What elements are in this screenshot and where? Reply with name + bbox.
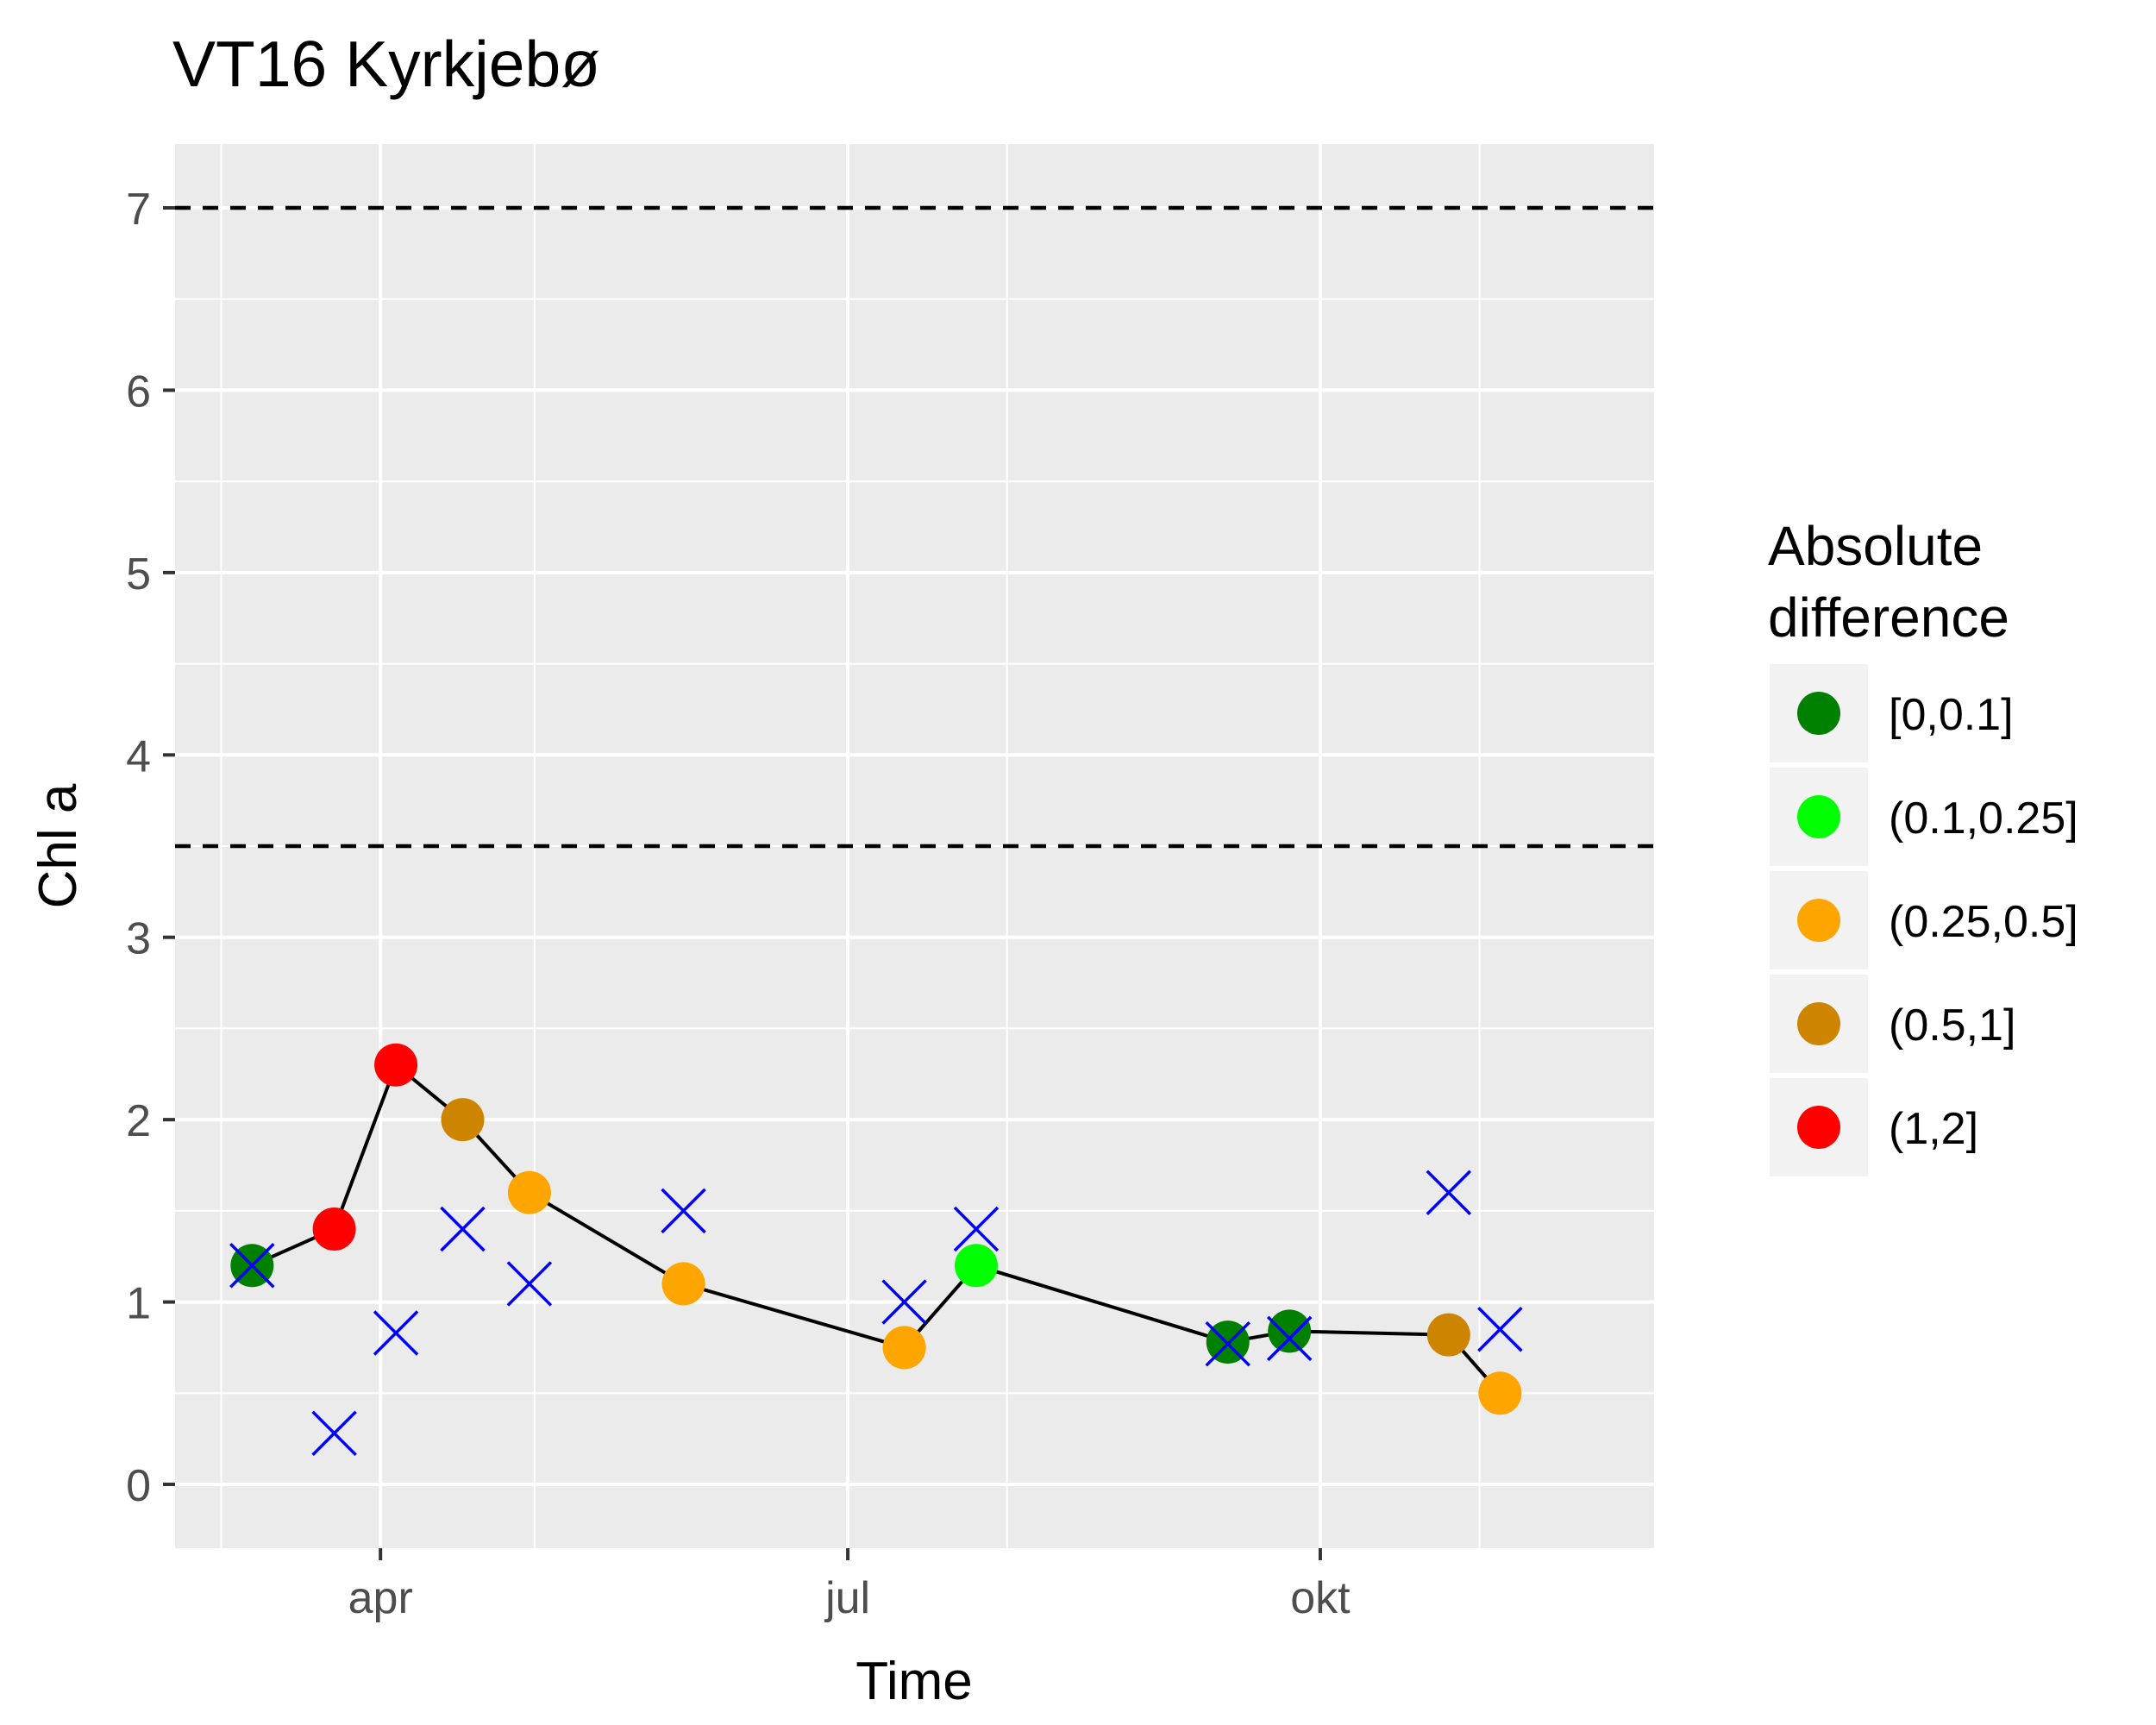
series-polyline: [251, 1062, 1501, 1395]
x-marker: [1205, 1320, 1250, 1367]
x-marker: [311, 1410, 357, 1457]
x-markers: [229, 1170, 1523, 1457]
legend-label: (0.1,0.25]: [1889, 794, 2078, 844]
legend-swatch: [1797, 899, 1840, 942]
y-tick-label: 2: [126, 1096, 151, 1146]
y-tick-label: 5: [126, 549, 151, 599]
data-point: [1426, 1313, 1470, 1357]
x-marker-stroke: [953, 1206, 1000, 1252]
y-tick-label: 4: [126, 731, 151, 781]
x-marker-stroke: [881, 1279, 927, 1325]
data-point: [441, 1098, 485, 1142]
data-point: [1268, 1309, 1312, 1353]
x-marker: [506, 1261, 553, 1307]
data-point: [374, 1043, 418, 1087]
legend-title: Absolute: [1768, 515, 1983, 577]
x-marker: [1477, 1307, 1523, 1352]
data-point: [882, 1326, 926, 1370]
grid-major: [175, 144, 1654, 1548]
y-axis-label: Chl a: [28, 783, 88, 908]
x-marker: [440, 1206, 486, 1252]
y-tick-label: 0: [126, 1461, 151, 1511]
x-marker: [229, 1243, 275, 1289]
series-line: [251, 1062, 1501, 1395]
data-point: [954, 1244, 998, 1288]
chart-title: VT16 Kyrkjebø: [172, 28, 600, 100]
legend-label: (0.5,1]: [1889, 1000, 2015, 1051]
x-marker-stroke: [506, 1261, 553, 1307]
x-marker-stroke: [1266, 1315, 1313, 1362]
x-tick-label: apr: [348, 1573, 413, 1623]
data-point: [661, 1262, 705, 1306]
y-tick-label: 1: [126, 1279, 151, 1329]
data-point: [312, 1208, 356, 1251]
x-tick-label: okt: [1290, 1573, 1351, 1623]
data-point: [1478, 1371, 1522, 1415]
x-marker: [1426, 1170, 1472, 1215]
legend-swatch: [1797, 1002, 1840, 1045]
y-tick-label: 6: [126, 367, 151, 417]
x-marker-stroke: [311, 1410, 357, 1457]
x-marker: [881, 1279, 927, 1325]
x-marker-stroke: [1477, 1307, 1523, 1352]
x-marker: [373, 1310, 419, 1356]
legend-title: difference: [1768, 586, 2009, 649]
x-axis-label: Time: [856, 1652, 972, 1711]
legend: Absolute difference [0,0.1] (0.1,0.25] (0.25…: [1768, 515, 2078, 1176]
x-marker-stroke: [1426, 1170, 1472, 1215]
legend-label: (0.25,0.5]: [1889, 897, 2078, 947]
y-tick-label: 7: [126, 185, 151, 235]
y-axis: 0 1 2 3 4 5 6 7: [126, 185, 175, 1511]
legend-label: [0,0.1]: [1889, 690, 2014, 740]
data-point: [507, 1170, 551, 1214]
x-marker-stroke: [661, 1188, 706, 1234]
x-marker: [1266, 1315, 1313, 1362]
legend-label: (1,2]: [1889, 1104, 1978, 1154]
x-marker-stroke: [373, 1310, 419, 1356]
legend-swatch: [1797, 1106, 1840, 1149]
x-marker-stroke: [229, 1243, 275, 1289]
x-axis: apr jul okt: [348, 1548, 1351, 1623]
y-tick-label: 3: [126, 914, 151, 964]
legend-swatch: [1797, 692, 1840, 735]
x-tick-label: jul: [824, 1573, 870, 1623]
x-marker: [953, 1206, 1000, 1252]
x-marker: [661, 1188, 706, 1234]
x-marker-stroke: [1205, 1320, 1250, 1367]
x-marker-stroke: [440, 1206, 486, 1252]
legend-swatch: [1797, 795, 1840, 838]
